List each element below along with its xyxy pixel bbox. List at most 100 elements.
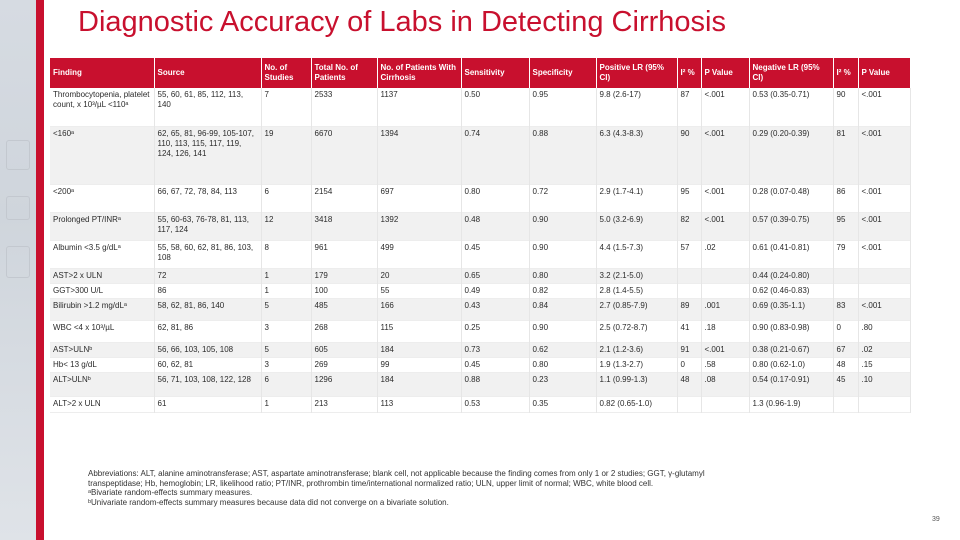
table-cell: 0.62 (0.46-0.83) xyxy=(749,283,834,298)
table-cell xyxy=(833,396,859,412)
table-cell: 56, 71, 103, 108, 122, 128 xyxy=(154,372,262,396)
table-cell: 605 xyxy=(311,342,378,357)
table-cell: 0.82 (0.65-1.0) xyxy=(596,396,678,412)
table-cell: 0.90 (0.83-0.98) xyxy=(749,320,834,342)
table-cell: 0.73 xyxy=(461,342,530,357)
table-cell: 86 xyxy=(833,184,859,212)
table-cell: Thrombocytopenia, platelet count, x 10³/… xyxy=(50,88,155,126)
table-cell xyxy=(858,396,911,412)
table-cell: .58 xyxy=(701,357,750,372)
ghost-device-shape xyxy=(6,246,30,278)
table-cell xyxy=(677,268,702,283)
table-cell: 961 xyxy=(311,240,378,268)
table-cell: 48 xyxy=(677,372,702,396)
table-cell: 0.80 xyxy=(529,268,597,283)
table-cell: 1.3 (0.96-1.9) xyxy=(749,396,834,412)
table-row: WBC <4 x 10³/µL 62, 81, 86 3 268 115 0.25 0.90… xyxy=(50,320,911,342)
table-cell: 0.43 xyxy=(461,298,530,320)
table-cell: 3 xyxy=(261,320,312,342)
table-cell: 1.9 (1.3-2.7) xyxy=(596,357,678,372)
table-cell: 55, 60-63, 76-78, 81, 113, 117, 124 xyxy=(154,212,262,240)
ghost-device-shape xyxy=(6,196,30,220)
table-cell xyxy=(858,283,911,298)
table-cell: 499 xyxy=(377,240,462,268)
table-cell: 3418 xyxy=(311,212,378,240)
table-cell: 2.5 (0.72-8.7) xyxy=(596,320,678,342)
header-negative-lr: Negative LR (95% CI) xyxy=(749,58,834,88)
table-cell: 184 xyxy=(377,342,462,357)
table-cell: 45 xyxy=(833,372,859,396)
table-cell: 6 xyxy=(261,372,312,396)
table-cell: 2.9 (1.7-4.1) xyxy=(596,184,678,212)
table-cell: <.001 xyxy=(858,126,911,184)
table-cell: 0.88 xyxy=(461,372,530,396)
table-cell: 0.84 xyxy=(529,298,597,320)
table-cell xyxy=(701,268,750,283)
table-footnotes: Abbreviations: ALT, alanine aminotransfe… xyxy=(88,469,908,507)
table-cell: <.001 xyxy=(701,212,750,240)
table-cell: .80 xyxy=(858,320,911,342)
table-cell: 0.54 (0.17-0.91) xyxy=(749,372,834,396)
table-cell xyxy=(677,396,702,412)
table-cell: 1 xyxy=(261,268,312,283)
footnote-a: ᵃBivariate random-effects summary measur… xyxy=(88,488,253,497)
table-cell: <.001 xyxy=(858,298,911,320)
table-cell: 8 xyxy=(261,240,312,268)
table-cell: WBC <4 x 10³/µL xyxy=(50,320,155,342)
table-row: Thrombocytopenia, platelet count, x 10³/… xyxy=(50,88,911,126)
table-cell: 1296 xyxy=(311,372,378,396)
page-number: 39 xyxy=(932,516,940,523)
table-cell: ALT>ULNᵇ xyxy=(50,372,155,396)
table-cell: 166 xyxy=(377,298,462,320)
table-cell: 0.90 xyxy=(529,240,597,268)
table-cell: 56, 66, 103, 105, 108 xyxy=(154,342,262,357)
table-cell: 0.50 xyxy=(461,88,530,126)
table-cell: 1392 xyxy=(377,212,462,240)
table-cell: 62, 65, 81, 96-99, 105-107, 110, 113, 11… xyxy=(154,126,262,184)
table-cell: AST>ULNᵇ xyxy=(50,342,155,357)
table-cell: 2533 xyxy=(311,88,378,126)
table-cell: 20 xyxy=(377,268,462,283)
table-cell: Albumin <3.5 g/dLᵃ xyxy=(50,240,155,268)
table-cell: 66, 67, 72, 78, 84, 113 xyxy=(154,184,262,212)
table-cell: 3 xyxy=(261,357,312,372)
header-p-value-negative: P Value xyxy=(858,58,911,88)
table-cell: 0.82 xyxy=(529,283,597,298)
table-cell: 0.35 xyxy=(529,396,597,412)
table-cell: <.001 xyxy=(858,88,911,126)
table-cell: 5.0 (3.2-6.9) xyxy=(596,212,678,240)
table-cell: <160ᵃ xyxy=(50,126,155,184)
table-cell: Bilirubin >1.2 mg/dLᵃ xyxy=(50,298,155,320)
table-cell: 0.23 xyxy=(529,372,597,396)
table-cell: 1.1 (0.99-1.3) xyxy=(596,372,678,396)
table-cell: 6.3 (4.3-8.3) xyxy=(596,126,678,184)
slide-title: Diagnostic Accuracy of Labs in Detecting… xyxy=(78,6,726,38)
table-cell: 697 xyxy=(377,184,462,212)
table-cell: 115 xyxy=(377,320,462,342)
footnote-abbreviations-line-2: transpeptidase; Hb, hemoglobin; LR, like… xyxy=(88,478,654,488)
table-cell: 113 xyxy=(377,396,462,412)
table-cell: 89 xyxy=(677,298,702,320)
table-cell: 0.65 xyxy=(461,268,530,283)
table-cell: <.001 xyxy=(701,342,750,357)
table-cell: 90 xyxy=(677,126,702,184)
table-cell: Hb< 13 g/dL xyxy=(50,357,155,372)
table-cell xyxy=(858,268,911,283)
table-cell: 0.80 (0.62-1.0) xyxy=(749,357,834,372)
table-cell: .10 xyxy=(858,372,911,396)
table-row: Bilirubin >1.2 mg/dLᵃ 58, 62, 81, 86, 140… xyxy=(50,298,911,320)
table-cell: .08 xyxy=(701,372,750,396)
table-cell: 0.48 xyxy=(461,212,530,240)
table-header-row: Finding Source No. of Studies Total No. … xyxy=(50,58,911,88)
table-cell: <.001 xyxy=(701,126,750,184)
table-cell: 95 xyxy=(833,212,859,240)
table-cell: 0.80 xyxy=(529,357,597,372)
table-cell: 95 xyxy=(677,184,702,212)
table-cell: 48 xyxy=(833,357,859,372)
table-cell: 82 xyxy=(677,212,702,240)
table-cell: 3.2 (2.1-5.0) xyxy=(596,268,678,283)
table-cell: 9.8 (2.6-17) xyxy=(596,88,678,126)
table-cell: 19 xyxy=(261,126,312,184)
table-cell: 62, 81, 86 xyxy=(154,320,262,342)
table-cell: 0 xyxy=(677,357,702,372)
